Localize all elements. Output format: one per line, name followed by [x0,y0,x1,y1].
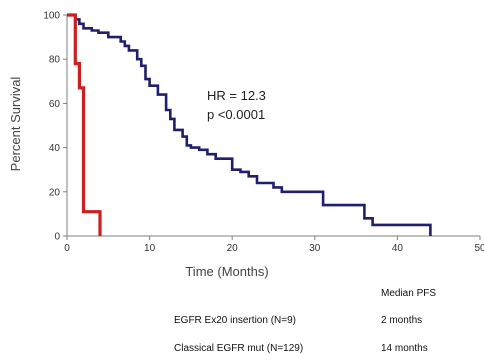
series-line-ex20 [67,13,102,236]
row-ex20-value: 2 months [381,315,422,326]
row-ex20-label: EGFR Ex20 insertion (N=9) [174,315,296,326]
y-axis-title: Percent Survival [8,77,23,172]
x-tick-label: 50 [474,243,484,254]
x-tick-label: 0 [64,243,70,254]
y-tick-label: 60 [49,99,61,110]
x-tick-label: 20 [227,243,239,254]
series-layer [67,13,432,236]
row-classical-value: 14 months [381,343,428,354]
x-axis-title: Time (Months) [185,264,268,279]
series-line-classical [67,13,432,236]
y-tick-label: 100 [43,11,60,22]
hazard-ratio-text: HR = 12.3 [207,88,266,103]
median-pfs-header: Median PFS [381,288,436,299]
y-tick-label: 0 [54,232,60,243]
p-value-text: p <0.0001 [207,107,265,122]
x-tick-label: 10 [144,243,156,254]
row-classical-label: Classical EGFR mut (N=129) [174,343,303,354]
y-tick-label: 80 [49,55,61,66]
axes: 0 20 40 60 80 100 0 10 20 30 40 50 [43,11,484,255]
x-tick-label: 40 [392,243,404,254]
y-tick-label: 40 [49,143,61,154]
x-tick-label: 30 [309,243,321,254]
y-tick-label: 20 [49,187,61,198]
